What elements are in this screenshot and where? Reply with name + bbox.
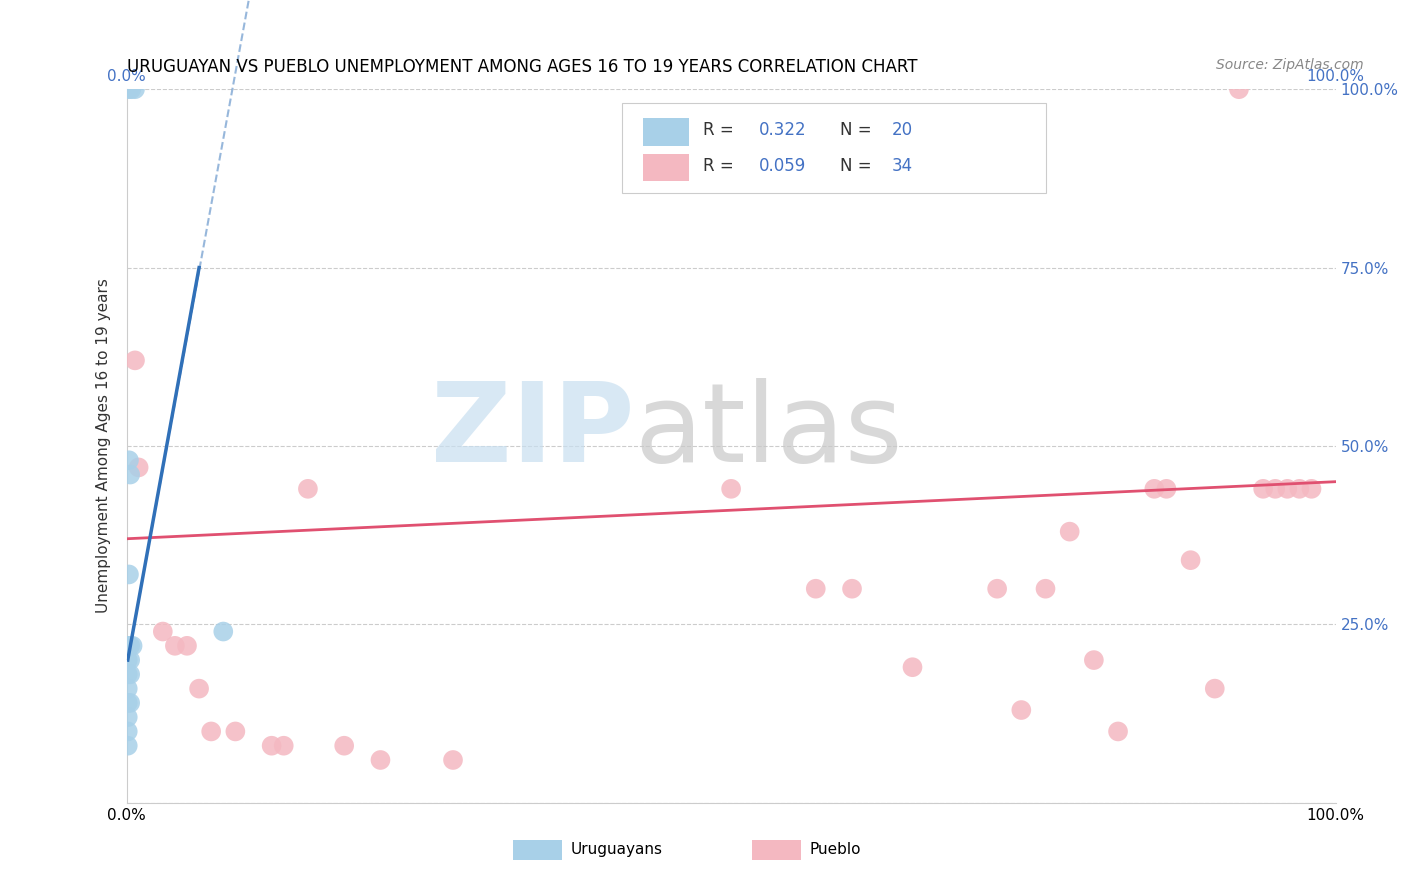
Text: 34: 34: [891, 157, 912, 175]
Text: 0.059: 0.059: [759, 157, 806, 175]
Point: [120, 696, 142, 710]
Text: Source: ZipAtlas.com: Source: ZipAtlas.com: [1216, 58, 1364, 72]
Point: [163, 639, 186, 653]
Point: [118, 567, 141, 582]
Text: R =: R =: [703, 157, 740, 175]
Text: Pueblo: Pueblo: [810, 842, 862, 856]
Point: [273, 739, 295, 753]
Point: [1227, 82, 1250, 96]
Point: [117, 724, 139, 739]
Point: [152, 624, 174, 639]
Point: [1010, 703, 1032, 717]
Text: Uruguayans: Uruguayans: [571, 842, 662, 856]
Point: [1035, 582, 1057, 596]
Point: [841, 582, 863, 596]
Point: [117, 739, 139, 753]
Point: [986, 582, 1008, 596]
Point: [117, 667, 139, 681]
Bar: [643, 119, 689, 145]
Point: [120, 639, 142, 653]
Text: N =: N =: [839, 121, 877, 139]
Point: [297, 482, 319, 496]
Point: [120, 467, 142, 482]
Point: [124, 82, 146, 96]
Point: [117, 653, 139, 667]
Point: [1277, 482, 1299, 496]
Point: [1107, 724, 1129, 739]
Bar: [643, 154, 689, 181]
Text: N =: N =: [839, 157, 877, 175]
Point: [124, 353, 146, 368]
Text: 0.322: 0.322: [759, 121, 807, 139]
Point: [1143, 482, 1166, 496]
Point: [188, 681, 211, 696]
Point: [441, 753, 464, 767]
Point: [1251, 482, 1274, 496]
Point: [1156, 482, 1178, 496]
Point: [333, 739, 356, 753]
Y-axis label: Unemployment Among Ages 16 to 19 years: Unemployment Among Ages 16 to 19 years: [96, 278, 111, 614]
Text: 20: 20: [891, 121, 912, 139]
Point: [224, 724, 246, 739]
Text: R =: R =: [703, 121, 740, 139]
Point: [212, 624, 235, 639]
Point: [1288, 482, 1310, 496]
Point: [117, 639, 139, 653]
Point: [804, 582, 827, 596]
Point: [200, 724, 222, 739]
Point: [120, 82, 142, 96]
Point: [1180, 553, 1202, 567]
Point: [901, 660, 924, 674]
FancyBboxPatch shape: [623, 103, 1046, 193]
Point: [121, 639, 143, 653]
Point: [120, 653, 142, 667]
Text: URUGUAYAN VS PUEBLO UNEMPLOYMENT AMONG AGES 16 TO 19 YEARS CORRELATION CHART: URUGUAYAN VS PUEBLO UNEMPLOYMENT AMONG A…: [127, 58, 917, 76]
Point: [720, 482, 742, 496]
Point: [117, 696, 139, 710]
Point: [128, 460, 150, 475]
Text: ZIP: ZIP: [432, 378, 634, 485]
Point: [1301, 482, 1323, 496]
Point: [118, 82, 141, 96]
Point: [1059, 524, 1081, 539]
Point: [1204, 681, 1226, 696]
Text: atlas: atlas: [634, 378, 903, 485]
Point: [118, 453, 141, 467]
Point: [117, 710, 139, 724]
Point: [120, 667, 142, 681]
Point: [1264, 482, 1286, 496]
Point: [1083, 653, 1105, 667]
Point: [117, 681, 139, 696]
Point: [260, 739, 283, 753]
Point: [370, 753, 392, 767]
Point: [176, 639, 198, 653]
